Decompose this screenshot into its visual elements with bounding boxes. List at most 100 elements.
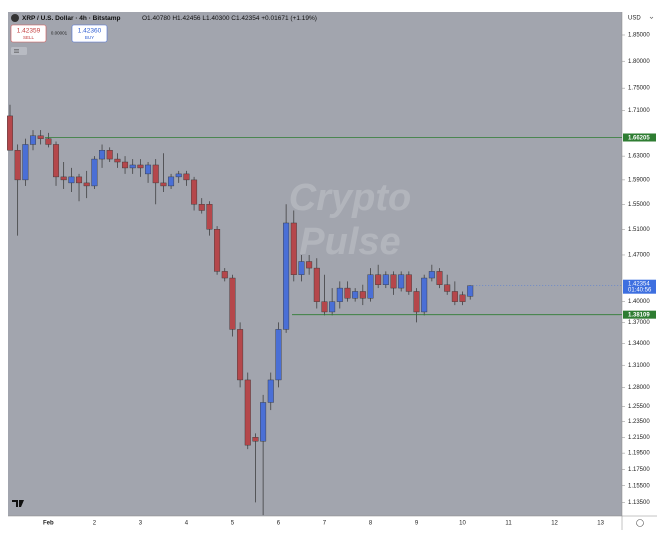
x-tick-label: 11	[505, 521, 512, 527]
candle-body	[237, 329, 244, 381]
y-tick-label: 1.40000	[628, 299, 650, 305]
x-tick-label: Feb	[43, 521, 54, 527]
sell-label: SELL	[23, 35, 35, 40]
candle-body	[106, 150, 113, 160]
candle-body	[175, 173, 182, 178]
plot-area	[6, 104, 474, 516]
x-tick-label: 9	[415, 521, 419, 527]
x-tick-label: 13	[597, 521, 604, 527]
ohlc-readout: O1.40780 H1.42456 L1.40300 C1.42354 +0.0…	[142, 15, 317, 22]
current-price-tag	[623, 279, 656, 294]
candle-body	[367, 274, 374, 299]
y-tick-label: 1.85000	[628, 33, 650, 39]
candle-body	[68, 176, 75, 184]
level-tag-label: 1.66205	[628, 135, 650, 141]
x-tick-label: 6	[277, 521, 281, 527]
x-tick-label: 4	[185, 521, 189, 527]
y-tick-label: 1.63000	[628, 154, 650, 160]
candle-body	[298, 261, 305, 275]
watermark: Crypto	[289, 177, 411, 219]
candle-body	[137, 164, 144, 169]
candle-body	[83, 182, 90, 187]
y-tick-label: 1.34000	[628, 341, 650, 347]
buy-button[interactable]	[71, 24, 108, 43]
candle-body	[306, 261, 313, 269]
candle-body	[6, 115, 13, 151]
candle-body	[451, 291, 458, 302]
y-tick-label: 1.51000	[628, 227, 650, 233]
x-tick-label: 10	[459, 521, 466, 527]
candle-body	[183, 173, 190, 181]
candle-body	[60, 176, 67, 181]
indicator-icon	[14, 49, 19, 53]
y-tick-label: 1.80000	[628, 59, 650, 65]
candle-body	[221, 271, 228, 279]
candle-body	[206, 204, 213, 230]
candle-body	[459, 294, 466, 302]
currency-dropdown[interactable]	[649, 16, 654, 19]
candle-body	[290, 222, 297, 275]
spread: 0.00001	[51, 31, 68, 36]
candle-body	[214, 229, 221, 272]
y-tick-label: 1.25500	[628, 404, 650, 410]
buy-label: BUY	[85, 35, 94, 40]
candle-body	[436, 271, 443, 285]
candle-body	[260, 402, 267, 442]
candle-body	[53, 144, 60, 178]
candle-body	[152, 164, 159, 184]
level-tag	[623, 133, 656, 142]
candle-body	[321, 301, 328, 313]
candle-body	[382, 274, 389, 285]
y-tick-label: 1.21500	[628, 435, 650, 441]
candle-body	[14, 150, 21, 181]
candle-body	[444, 284, 451, 292]
countdown: 01:40:56	[628, 287, 652, 293]
sell-price: 1.42359	[17, 28, 41, 35]
candle-body	[168, 176, 175, 187]
candle-body	[329, 301, 336, 313]
candle-body	[267, 379, 274, 403]
candle-body	[91, 158, 98, 187]
currency[interactable]: USD	[628, 16, 641, 22]
candle-body	[122, 161, 129, 169]
candle-body	[428, 271, 435, 279]
settings-icon[interactable]	[636, 519, 644, 527]
candle-body	[413, 291, 420, 313]
candle-body	[45, 138, 52, 145]
candle-body	[244, 379, 251, 446]
candle-body	[275, 329, 282, 381]
candle-body	[191, 179, 198, 205]
level-tag-label: 1.38109	[628, 313, 650, 319]
y-tick-label: 1.17500	[628, 467, 650, 473]
candle-body	[344, 287, 351, 299]
logo-mark	[12, 500, 24, 507]
symbol-icon	[11, 14, 19, 22]
candle-body	[37, 135, 44, 139]
x-tick-label: 8	[369, 521, 373, 527]
candle-body	[99, 150, 106, 160]
y-tick-label: 1.37000	[628, 320, 650, 326]
y-tick-label: 1.47000	[628, 253, 650, 259]
candle-body	[252, 437, 259, 442]
y-tick-label: 1.55000	[628, 202, 650, 208]
candle-body	[283, 222, 290, 330]
watermark: Pulse	[299, 221, 400, 263]
level-tag	[623, 310, 656, 319]
y-tick-label: 1.75000	[628, 86, 650, 92]
candle-body	[229, 277, 236, 330]
y-tick-label: 1.23500	[628, 419, 650, 425]
candle-body	[22, 144, 29, 181]
y-tick-label: 1.59000	[628, 177, 650, 183]
symbol-title: XRP / U.S. Dollar · 4h · Bitstamp	[22, 15, 121, 22]
x-tick-label: 12	[551, 521, 558, 527]
buy-price: 1.42360	[78, 28, 102, 35]
candle-body	[145, 164, 152, 175]
candle-body	[359, 291, 366, 299]
candle-body	[76, 176, 83, 184]
sell-button[interactable]	[10, 24, 47, 43]
candle-body	[405, 274, 412, 292]
candle-body	[390, 274, 397, 289]
x-tick-label: 2	[93, 521, 97, 527]
plot-background	[8, 12, 622, 516]
candle-body	[467, 285, 474, 297]
